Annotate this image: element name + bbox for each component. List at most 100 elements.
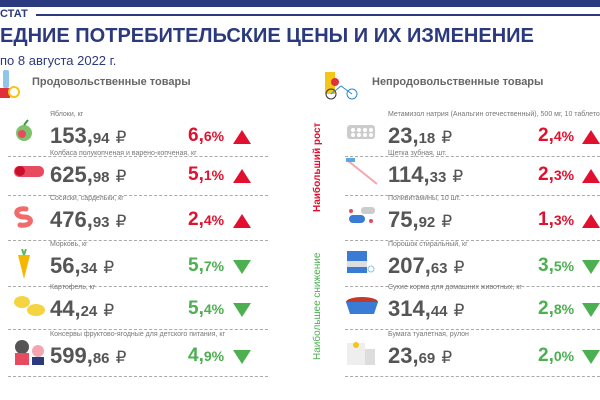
row-divider [8,240,268,241]
price-change-percent: 5,1% [188,164,225,185]
price-change-percent: 2,4% [188,209,225,230]
price-change-percent: 3,5% [538,255,575,276]
item-name: Картофель, кг [50,284,96,291]
frankfurter-icon [14,206,33,228]
arrow-up-icon [233,169,251,183]
item-price: 625,98 ₽ [50,162,127,187]
item-price: 23,18 ₽ [388,123,453,148]
top-bar [0,0,600,7]
item-name: Щетка зубная, шт. [388,150,447,157]
ruble-sign: ₽ [441,128,453,147]
arrow-up-icon [582,214,600,228]
detergent-icon [347,251,375,273]
price-row: Яблоки, кг 153,94 ₽ 6,6% [0,111,268,157]
ruble-sign: ₽ [453,301,465,320]
price-change-percent: 5,4% [188,298,225,319]
price-row: Порошок стиральный, кг 207,63 ₽ 3,5% [342,241,600,287]
ruble-sign: ₽ [115,348,127,367]
nonfood-section-title: Непродовольственные товары [372,76,544,88]
arrow-down-icon [233,350,251,364]
price-change-percent: 6,6% [188,125,225,146]
pet-food-icon [346,297,378,314]
carrot-icon [18,249,30,279]
sausage-icon [14,166,44,177]
row-divider [8,195,268,196]
vitamins-icon [349,207,375,223]
ruble-sign: ₽ [453,258,465,277]
item-price: 314,44 ₽ [388,296,465,321]
row-divider [345,376,600,377]
item-name: Бумага туалетная, рулон [388,331,469,338]
ruble-sign: ₽ [115,212,127,231]
toilet-paper-icon [347,342,375,365]
item-price: 75,92 ₽ [388,207,453,232]
price-row: Метамизол натрия (Анальгин отечественный… [342,111,600,157]
nonfood-goods-icon [325,72,358,100]
item-name: Поливитамины, 10 шт. [388,195,461,202]
item-price: 23,69 ₽ [388,343,453,368]
item-name: Сосиски, сардельки, кг [50,195,124,202]
food-section-title: Продовольственные товары [32,76,191,88]
arrow-down-icon [582,350,600,364]
row-divider [345,286,600,287]
arrow-up-icon [233,214,251,228]
item-name: Колбаса полукопченая и варено-копченая, … [50,150,197,157]
price-change-percent: 2,8% [538,298,575,319]
item-name: Сухие корма для домашних животных, кг [388,284,522,291]
price-change-percent: 4,9% [188,345,225,366]
item-name: Метамизол натрия (Анальгин отечественный… [388,111,600,118]
decline-label: Наибольшее снижение [312,252,323,360]
price-row: Сухие корма для домашних животных, кг 31… [342,284,600,330]
row-divider [8,376,268,377]
price-row: Поливитамины, 10 шт. 75,92 ₽ 1,3% [342,195,600,241]
row-divider [8,286,268,287]
item-price: 56,34 ₽ [50,253,115,278]
toothbrush-icon [346,158,378,185]
price-change-percent: 2,3% [538,164,575,185]
page-date: по 8 августа 2022 г. [0,53,117,68]
arrow-down-icon [233,303,251,317]
price-row: Картофель, кг 44,24 ₽ 5,4% [0,284,268,330]
arrow-up-icon [582,169,600,183]
row-divider [345,240,600,241]
price-row: Сосиски, сардельки, кг 476,93 ₽ 2,4% [0,195,268,241]
baby-food-icon [15,340,44,365]
growth-label: Наибольший рост [312,122,323,212]
arrow-down-icon [582,303,600,317]
ruble-sign: ₽ [441,212,453,231]
item-price: 599,86 ₽ [50,343,127,368]
item-name: Морковь, кг [50,241,88,248]
arrow-down-icon [582,260,600,274]
ruble-sign: ₽ [115,128,127,147]
row-divider [8,329,268,330]
brand-name: СТАТ [0,8,28,20]
brand-divider [36,14,600,16]
page-title: ЕДНИЕ ПОТРЕБИТЕЛЬСКИЕ ЦЕНЫ И ИХ ИЗМЕНЕНИ… [0,25,534,47]
item-name: Порошок стиральный, кг [388,241,468,248]
ruble-sign: ₽ [115,167,127,186]
item-name: Консервы фруктово-ягодные для детского п… [50,331,226,338]
price-row: Консервы фруктово-ягодные для детского п… [0,331,268,377]
arrow-up-icon [582,130,600,144]
ruble-sign: ₽ [441,348,453,367]
price-change-percent: 2,0% [538,345,575,366]
price-row: Морковь, кг 56,34 ₽ 5,7% [0,241,268,287]
price-row: Щетка зубная, шт. 114,33 ₽ 2,3% [342,150,600,196]
item-price: 207,63 ₽ [388,253,465,278]
item-name: Яблоки, кг [50,111,84,118]
ruble-sign: ₽ [103,258,115,277]
price-change-percent: 2,4% [538,125,575,146]
row-divider [345,195,600,196]
pills-blister-icon [347,125,375,139]
arrow-up-icon [233,130,251,144]
price-change-percent: 5,7% [188,255,225,276]
item-price: 44,24 ₽ [50,296,115,321]
item-price: 476,93 ₽ [50,207,127,232]
groceries-icon [0,70,20,98]
row-divider [345,156,600,157]
ruble-sign: ₽ [452,167,464,186]
row-divider [345,329,600,330]
item-price: 153,94 ₽ [50,123,127,148]
apple-icon [16,119,32,141]
potato-icon [14,296,45,316]
